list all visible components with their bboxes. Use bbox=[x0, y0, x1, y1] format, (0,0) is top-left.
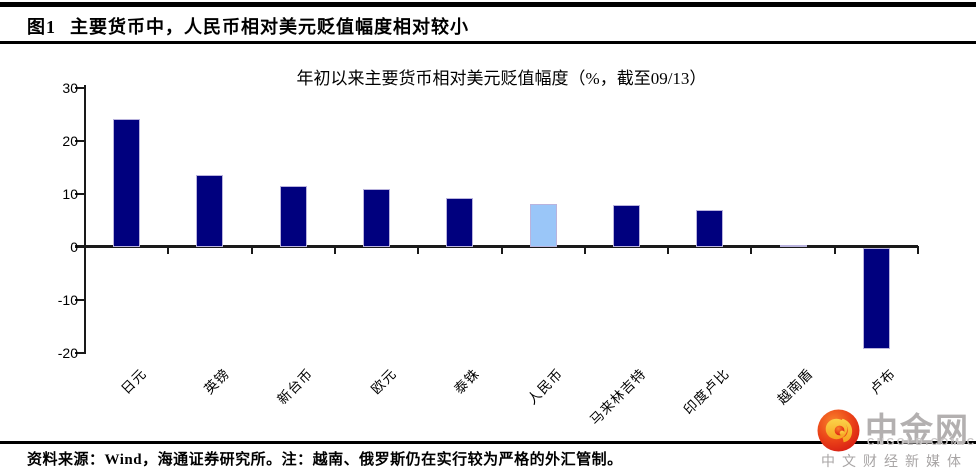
bar-越南盾 bbox=[779, 244, 807, 247]
x-boundary-tick bbox=[833, 246, 836, 254]
y-tick-20 bbox=[75, 140, 84, 142]
bar-泰铢 bbox=[446, 198, 474, 247]
x-label-欧元: 欧元 bbox=[357, 363, 399, 397]
x-label-text: 新台币 bbox=[274, 365, 316, 408]
y-tick-30 bbox=[75, 87, 84, 89]
bar-欧元 bbox=[363, 189, 391, 247]
y-tick-10 bbox=[75, 193, 84, 195]
x-label-text: 卢布 bbox=[867, 365, 899, 397]
x-boundary-tick bbox=[84, 246, 86, 254]
x-label-新台币: 新台币 bbox=[259, 363, 315, 407]
x-label-印度卢比: 印度卢比 bbox=[661, 363, 733, 418]
x-label-越南盾: 越南盾 bbox=[759, 363, 815, 407]
x-boundary-tick bbox=[333, 246, 336, 254]
figure-label: 图1 bbox=[27, 17, 56, 37]
x-boundary-tick bbox=[750, 246, 753, 254]
bar-英镑 bbox=[196, 174, 224, 247]
x-label-text: 日元 bbox=[117, 365, 150, 397]
figure-header: 图1 主要货币中，人民币相对美元贬值幅度相对较小 bbox=[27, 13, 469, 39]
cngold-domain-text: CNGOLD.COM.CN bbox=[867, 437, 976, 448]
x-boundary-tick bbox=[917, 246, 919, 254]
y-tick--10 bbox=[75, 299, 84, 301]
x-label-泰铢: 泰铢 bbox=[440, 363, 482, 397]
x-label-text: 英镑 bbox=[201, 365, 233, 397]
x-label-text: 马来林吉特 bbox=[587, 365, 649, 428]
y-tick--20 bbox=[75, 352, 84, 354]
x-label-text: 欧元 bbox=[367, 365, 399, 397]
bar-日元 bbox=[113, 118, 141, 247]
source-note: 资料来源：Wind，海通证券研究所。注：越南、俄罗斯仍在实行较为严格的外汇管制。 bbox=[27, 452, 623, 468]
x-label-text: 人民币 bbox=[524, 365, 566, 408]
x-label-卢布: 卢布 bbox=[856, 363, 899, 397]
x-label-text: 泰铢 bbox=[451, 365, 483, 397]
x-label-text: 印度卢比 bbox=[680, 365, 733, 418]
x-label-人民币: 人民币 bbox=[509, 363, 565, 407]
x-boundary-tick bbox=[500, 246, 503, 254]
x-label-英镑: 英镑 bbox=[190, 363, 232, 397]
x-boundary-tick bbox=[667, 246, 670, 254]
bar-马来林吉特 bbox=[612, 204, 640, 247]
header-rule bbox=[0, 41, 976, 44]
x-label-日元: 日元 bbox=[107, 363, 149, 397]
y-tick-label--20: -20 bbox=[57, 345, 78, 361]
bar-人民币 bbox=[529, 203, 557, 247]
y-tick-label-20: 20 bbox=[62, 133, 78, 149]
bar-新台币 bbox=[279, 186, 307, 247]
figure-title: 主要货币中，人民币相对美元贬值幅度相对较小 bbox=[70, 17, 469, 37]
cngold-tagline: 中文财经新媒体 bbox=[821, 455, 968, 470]
y-tick-label-0: 0 bbox=[70, 239, 78, 255]
y-tick-0 bbox=[75, 246, 84, 248]
x-boundary-tick bbox=[167, 246, 170, 254]
y-axis-line bbox=[84, 85, 86, 354]
footer-rule bbox=[0, 441, 976, 444]
x-boundary-tick bbox=[417, 246, 420, 254]
y-tick-label--10: -10 bbox=[57, 292, 78, 308]
y-tick-label-30: 30 bbox=[62, 80, 78, 96]
x-boundary-tick bbox=[250, 246, 253, 254]
x-label-马来林吉特: 马来林吉特 bbox=[563, 363, 649, 428]
cngold-cloud-icon bbox=[817, 409, 860, 452]
x-label-text: 越南盾 bbox=[774, 365, 816, 408]
chart-title: 年初以来主要货币相对美元贬值幅度（%，截至09/13） bbox=[296, 69, 707, 88]
x-boundary-tick bbox=[583, 246, 586, 254]
bar-印度卢比 bbox=[696, 209, 724, 247]
cngold-watermark: 中金网 CNGOLD.COM.CN 中文财经新媒体 bbox=[815, 400, 976, 472]
x-axis-line bbox=[75, 245, 918, 248]
y-tick-label-10: 10 bbox=[62, 186, 78, 202]
cngold-logo-text: 中金网 bbox=[865, 411, 970, 448]
top-rule bbox=[0, 2, 976, 7]
bar-卢布 bbox=[862, 248, 890, 349]
